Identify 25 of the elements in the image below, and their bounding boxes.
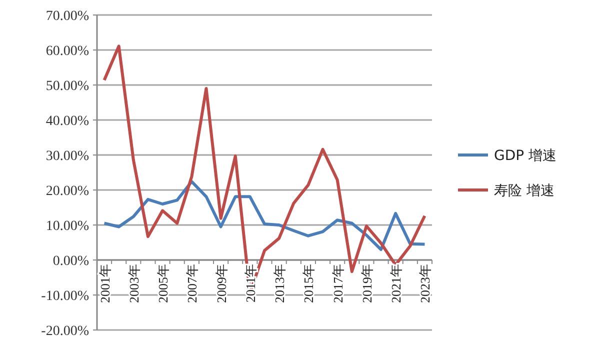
y-tick-label: 10.00% bbox=[46, 219, 90, 234]
x-tick-label: 2015年 bbox=[301, 264, 316, 303]
x-tick-label: 2003年 bbox=[126, 264, 142, 303]
y-tick-label: 20.00% bbox=[46, 184, 90, 199]
x-tick-label: 2009年 bbox=[214, 264, 229, 303]
x-tick-label: 2017年 bbox=[330, 264, 346, 303]
x-tick-label: 2005年 bbox=[156, 264, 171, 303]
x-tick-label: 2013年 bbox=[272, 264, 288, 303]
y-tick-label: -10.00% bbox=[41, 289, 90, 304]
x-tick-label: 2007年 bbox=[184, 264, 200, 303]
x-tick-label: 2021年 bbox=[388, 264, 404, 303]
y-tick-label: 50.00% bbox=[46, 79, 90, 94]
y-tick-label: 60.00% bbox=[46, 44, 90, 59]
legend-label: GDP 增速 bbox=[494, 148, 557, 164]
y-tick-label: 0.00% bbox=[52, 254, 90, 269]
y-tick-label: 70.00% bbox=[46, 9, 90, 24]
y-tick-label: -20.00% bbox=[41, 324, 90, 339]
x-tick-label: 2001年 bbox=[97, 264, 112, 303]
y-tick-label: 40.00% bbox=[46, 114, 90, 129]
x-tick-label: 2019年 bbox=[359, 264, 374, 303]
y-tick-label: 30.00% bbox=[46, 149, 90, 164]
line-series bbox=[102, 180, 426, 251]
legend-label: 寿险 增速 bbox=[494, 183, 554, 199]
x-tick-label: 2011年 bbox=[242, 264, 258, 303]
x-tick-label: 2023年 bbox=[418, 264, 433, 303]
